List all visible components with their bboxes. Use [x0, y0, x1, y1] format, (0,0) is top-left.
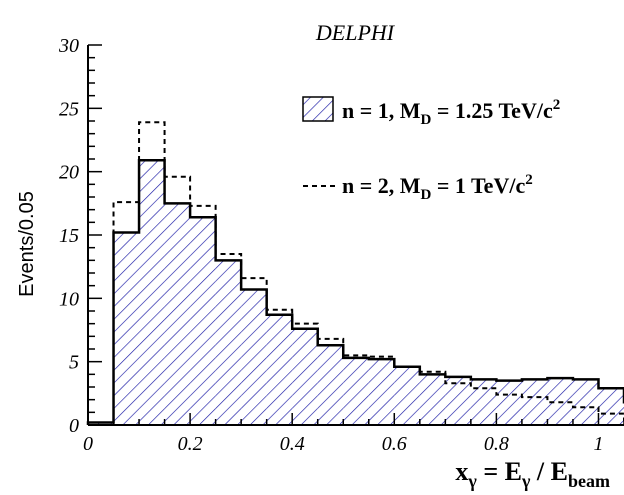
legend-entry-n1: n = 1, MD = 1.25 TeV/c2 — [342, 97, 560, 128]
x-tick-label: 0.4 — [280, 433, 305, 455]
bar-n1-17 — [521, 379, 548, 425]
bar-n1-13 — [419, 374, 446, 425]
legend: n = 1, MD = 1.25 TeV/c2 n = 2, MD = 1 Te… — [302, 96, 560, 203]
series-n1-outline — [86, 159, 624, 425]
bar-n1-0 — [88, 422, 114, 425]
series-n1-bars — [88, 160, 624, 425]
bar-n1-5 — [215, 260, 242, 425]
bar-n1-20 — [598, 388, 624, 425]
x-tick-label: 0.2 — [178, 433, 203, 455]
bar-n1-19 — [572, 379, 599, 425]
bar-n1-8 — [292, 328, 318, 425]
bar-n1-1 — [113, 232, 140, 425]
x-tick-label: 0.6 — [382, 433, 407, 455]
bar-n1-9 — [317, 345, 344, 425]
legend-swatch-n1 — [302, 96, 334, 122]
y-tick-label: 30 — [58, 35, 79, 57]
y-ticks: 0 5 10 15 20 25 30 — [58, 35, 102, 437]
x-ticks: 0 0.2 0.4 0.6 0.8 1 — [83, 413, 624, 455]
x-tick-label: 0 — [83, 433, 93, 455]
bar-n1-14 — [445, 376, 471, 425]
y-tick-label: 20 — [59, 162, 79, 184]
bar-n1-11 — [368, 359, 395, 425]
x-tick-label: 1 — [593, 433, 603, 455]
y-tick-label: 0 — [69, 415, 79, 437]
bar-n1-16 — [496, 380, 522, 425]
bar-n1-10 — [343, 357, 369, 425]
y-tick-label: 5 — [69, 352, 79, 374]
y-tick-label: 15 — [59, 225, 79, 247]
bar-n1-6 — [241, 289, 267, 425]
bar-n1-12 — [394, 366, 420, 425]
y-tick-label: 10 — [59, 288, 79, 310]
bar-n1-7 — [266, 314, 293, 425]
bar-n1-2 — [139, 160, 165, 425]
y-tick-label: 25 — [59, 98, 79, 120]
y-axis-label: Events/0.05 — [16, 191, 38, 297]
experiment-label: DELPHI — [315, 20, 396, 45]
x-axis-label: xγ = Eγ / Ebeam — [455, 457, 610, 491]
bar-n1-3 — [164, 203, 191, 425]
bar-n1-15 — [470, 379, 497, 425]
x-tick-label: 0.8 — [484, 433, 509, 455]
legend-entry-n2: n = 2, MD = 1 TeV/c2 — [342, 172, 533, 203]
series-n2-outline — [87, 121, 624, 425]
bar-n1-4 — [190, 217, 216, 425]
